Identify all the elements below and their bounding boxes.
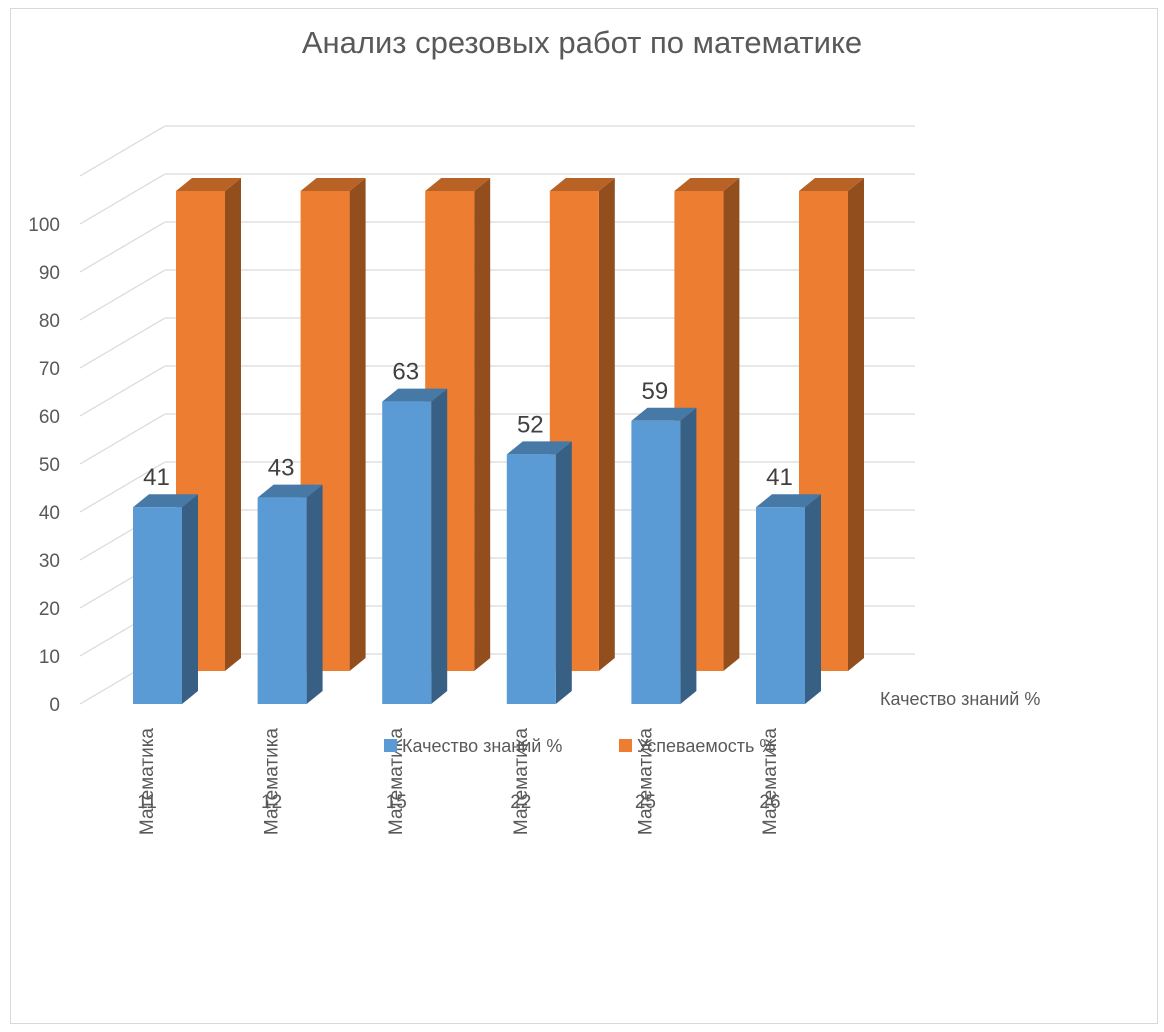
bar-kachestvo-front — [506, 454, 556, 704]
bar-uspevaemost-top — [549, 178, 615, 191]
x-group-label: 25 — [635, 792, 656, 813]
gridline-side — [79, 461, 166, 513]
bar-kachestvo — [506, 441, 572, 704]
data-label: 52 — [517, 411, 544, 438]
y-tick-label: 100 — [28, 215, 60, 236]
bar-kachestvo — [133, 494, 198, 704]
legend-swatch — [384, 739, 397, 752]
bar-kachestvo-top — [631, 407, 697, 421]
gridline-side — [79, 125, 166, 177]
x-category-label: Математика — [262, 728, 283, 836]
bar-kachestvo-top — [133, 494, 198, 508]
bar-kachestvo-side — [555, 441, 572, 704]
bar-kachestvo-side — [306, 484, 323, 704]
gridline-side — [79, 269, 166, 321]
bar-kachestvo-side — [805, 494, 821, 704]
bar-kachestvo-top — [382, 388, 448, 402]
data-label: 63 — [392, 359, 419, 386]
data-label: 41 — [766, 464, 793, 491]
bar-kachestvo-side — [182, 494, 198, 704]
gridline-side — [79, 365, 166, 417]
bar-kachestvo — [631, 407, 697, 704]
y-tick-label: 80 — [39, 311, 60, 332]
depth-axis-label: Качество знаний % — [880, 689, 1040, 709]
y-tick-label: 50 — [39, 455, 60, 476]
x-group-label: 12 — [261, 792, 282, 813]
legend-label: Качество знаний % — [402, 736, 562, 756]
bar-kachestvo-front — [756, 507, 805, 704]
x-category-label: Математика — [386, 728, 407, 836]
bar-uspevaemost-top — [425, 178, 491, 191]
y-tick-label: 70 — [39, 359, 60, 380]
bar-uspevaemost-side — [723, 178, 740, 671]
bar-kachestvo — [382, 388, 448, 704]
gridline-side — [79, 173, 166, 225]
bar-kachestvo-side — [680, 407, 697, 704]
y-tick-label: 60 — [39, 407, 60, 428]
bar-uspevaemost-top — [300, 178, 366, 191]
legend-swatch — [619, 739, 632, 752]
series-kachestvo — [133, 388, 821, 704]
gridline-side — [79, 413, 166, 465]
chart-title: Анализ срезовых работ по математике — [302, 25, 862, 60]
bar-uspevaemost-top — [176, 178, 241, 191]
data-label: 41 — [143, 464, 170, 491]
data-label: 43 — [268, 455, 295, 482]
x-category-label: Математика — [760, 728, 781, 836]
bar-uspevaemost-top — [799, 178, 864, 191]
legend-label: Успеваемость % — [637, 736, 775, 756]
bar-kachestvo-front — [382, 401, 432, 704]
y-tick-label: 40 — [39, 503, 60, 524]
bar-uspevaemost-side — [598, 178, 615, 671]
bar-kachestvo-front — [257, 497, 307, 704]
gridline-side — [79, 317, 166, 369]
y-tick-label: 10 — [39, 647, 60, 668]
bar-uspevaemost-side — [225, 178, 241, 671]
bar-uspevaemost-side — [474, 178, 491, 671]
x-group-label: 11 — [137, 792, 157, 813]
bar-kachestvo — [257, 484, 323, 704]
x-category-label: Математика — [635, 728, 656, 836]
y-tick-label: 90 — [39, 263, 60, 284]
x-category-label: Математика — [511, 728, 532, 836]
bar-kachestvo — [756, 494, 821, 704]
x-group-label: 15 — [386, 792, 407, 813]
bar-uspevaemost-side — [848, 178, 864, 671]
data-label: 59 — [642, 378, 669, 405]
x-category-label: Математика — [137, 728, 158, 836]
bar-kachestvo-side — [431, 388, 448, 704]
x-group-label: 22 — [510, 792, 531, 813]
bar-uspevaemost-top — [674, 178, 740, 191]
bar-kachestvo-top — [756, 494, 821, 508]
x-group-label: 26 — [759, 792, 780, 813]
y-tick-label: 30 — [39, 551, 60, 572]
bar-kachestvo-top — [506, 441, 572, 455]
y-tick-label: 0 — [49, 695, 60, 716]
gridline-side — [79, 221, 166, 273]
y-tick-label: 20 — [39, 599, 60, 620]
bar-kachestvo-top — [257, 484, 323, 498]
bar-kachestvo-front — [631, 420, 681, 704]
bar-kachestvo-front — [133, 507, 182, 704]
bar-uspevaemost — [549, 178, 615, 671]
bar-uspevaemost-side — [349, 178, 366, 671]
text-layer: Анализ срезовых работ по математике 0 10 20… — [28, 25, 1040, 835]
